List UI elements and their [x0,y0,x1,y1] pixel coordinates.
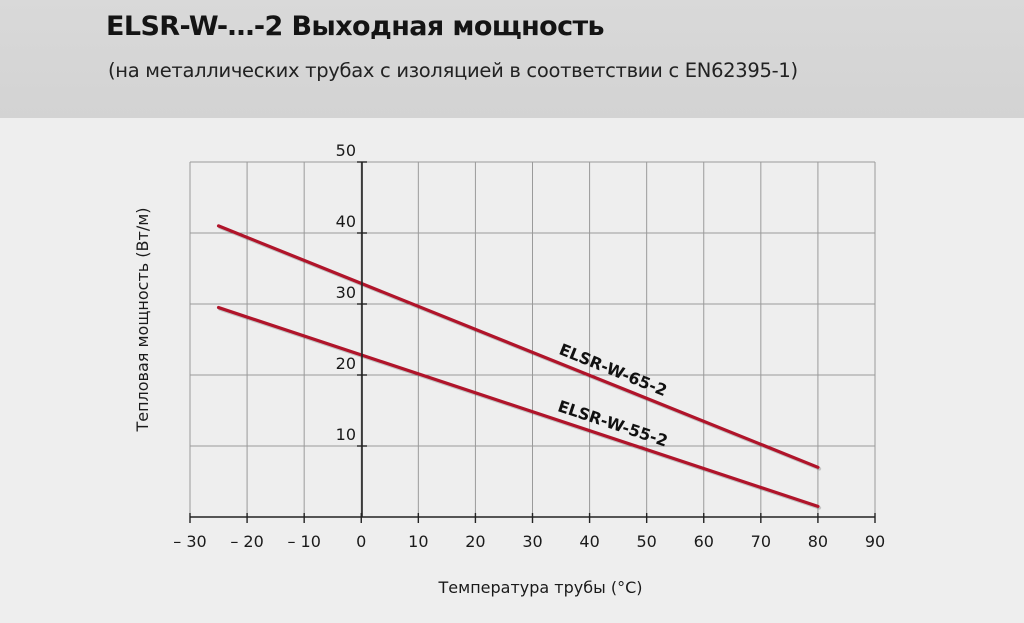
y-tick-label: 10 [336,425,356,444]
x-axis-title: Температура трубы (°С) [438,578,643,597]
x-tick-label: – 30 [173,532,206,551]
x-tick-label: 90 [865,532,885,551]
y-axis-title: Тепловая мощность (Вт/м) [133,207,152,432]
y-tick-label: 50 [336,141,356,160]
x-tick-label: 60 [694,532,714,551]
header-banner: ELSR-W-…-2 Выходная мощность (на металли… [0,0,1024,118]
series-line-elsr-w-65-2 [216,224,820,469]
page-title: ELSR-W-…-2 Выходная мощность [106,11,605,42]
y-tick-label: 20 [336,354,356,373]
x-tick-label: 0 [356,532,366,551]
page-subtitle: (на металлических трубах с изоляцией в с… [108,59,798,82]
y-tick-label: 40 [336,212,356,231]
x-tick-label: 80 [808,532,828,551]
x-tick-label: 40 [579,532,599,551]
x-tick-label: – 20 [230,532,263,551]
x-tick-label: 50 [636,532,656,551]
x-tick-label: – 10 [287,532,320,551]
x-tick-label: 20 [465,532,485,551]
y-tick-label: 30 [336,283,356,302]
series-line-elsr-w-55-2 [216,305,820,508]
x-tick-label: 10 [408,532,428,551]
x-tick-label: 30 [522,532,542,551]
x-tick-label: 70 [751,532,771,551]
